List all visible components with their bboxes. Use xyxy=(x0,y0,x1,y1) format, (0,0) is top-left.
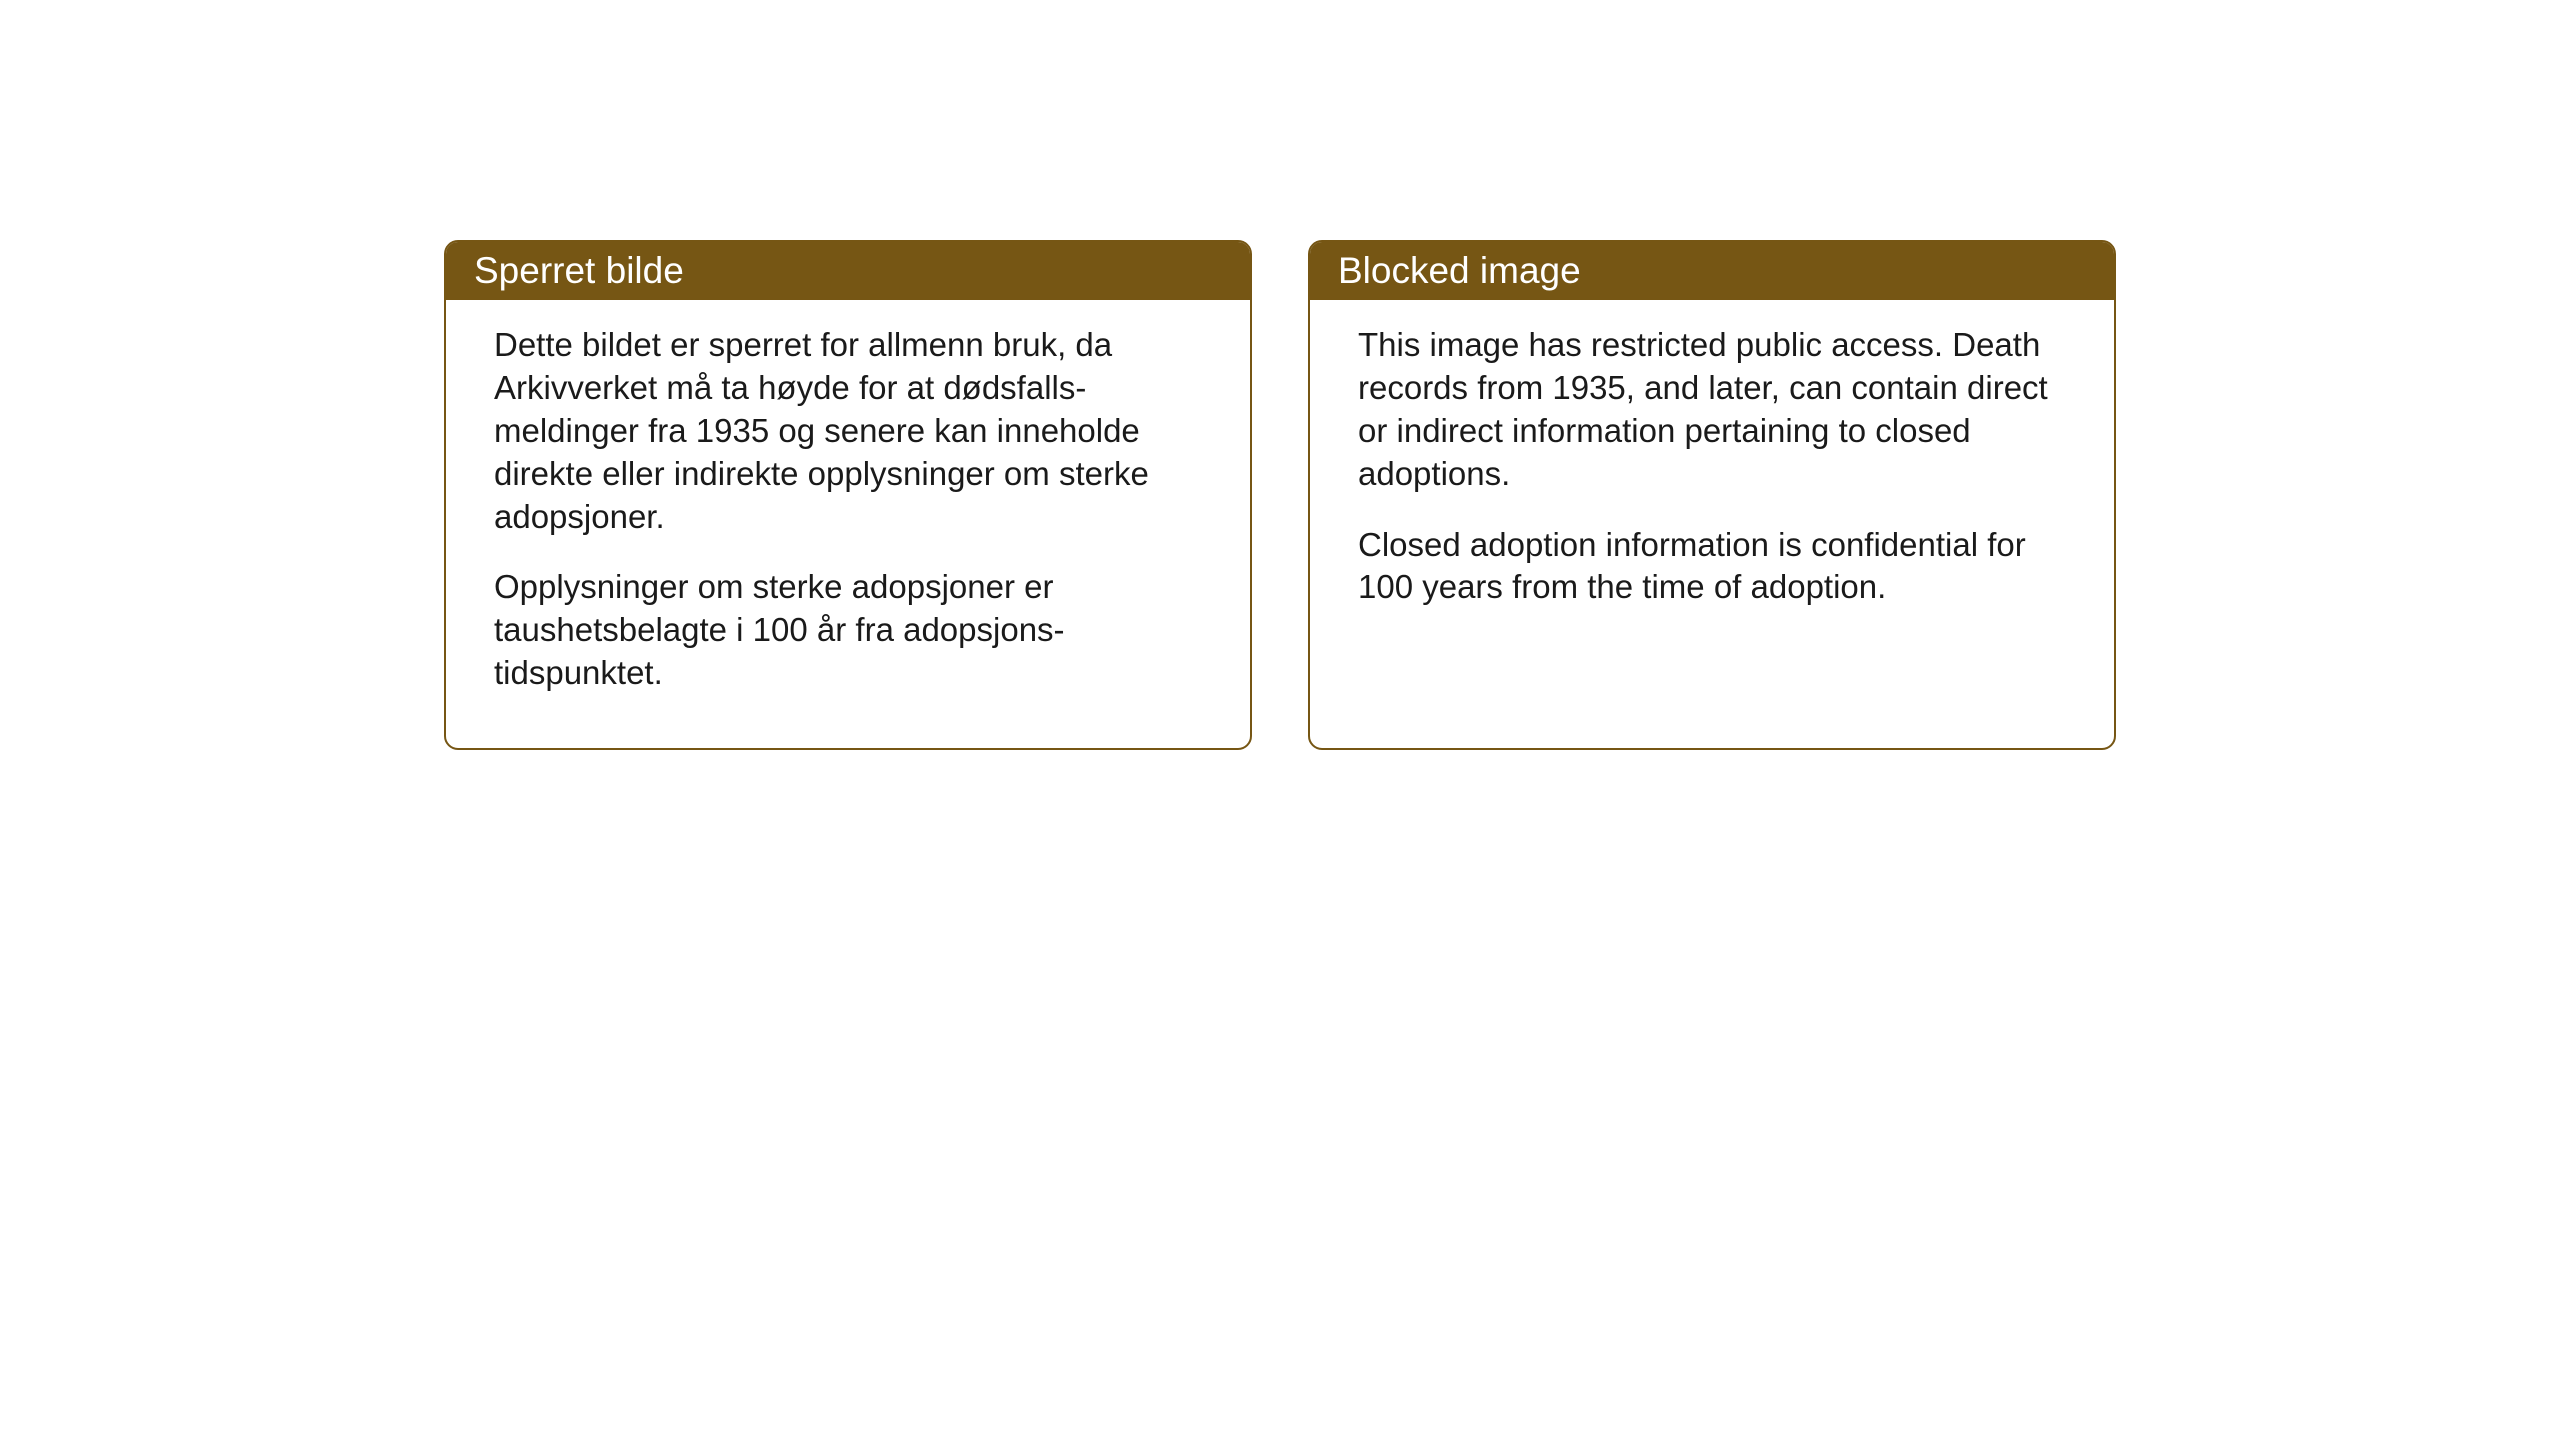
english-paragraph-2: Closed adoption information is confident… xyxy=(1358,524,2066,610)
norwegian-paragraph-2: Opplysninger om sterke adopsjoner er tau… xyxy=(494,566,1202,695)
norwegian-paragraph-1: Dette bildet er sperret for allmenn bruk… xyxy=(494,324,1202,538)
notice-container: Sperret bilde Dette bildet er sperret fo… xyxy=(444,240,2116,750)
english-card-title: Blocked image xyxy=(1310,242,2114,300)
norwegian-card: Sperret bilde Dette bildet er sperret fo… xyxy=(444,240,1252,750)
english-paragraph-1: This image has restricted public access.… xyxy=(1358,324,2066,496)
english-card: Blocked image This image has restricted … xyxy=(1308,240,2116,750)
norwegian-card-title: Sperret bilde xyxy=(446,242,1250,300)
norwegian-card-body: Dette bildet er sperret for allmenn bruk… xyxy=(446,300,1250,748)
english-card-body: This image has restricted public access.… xyxy=(1310,300,2114,748)
